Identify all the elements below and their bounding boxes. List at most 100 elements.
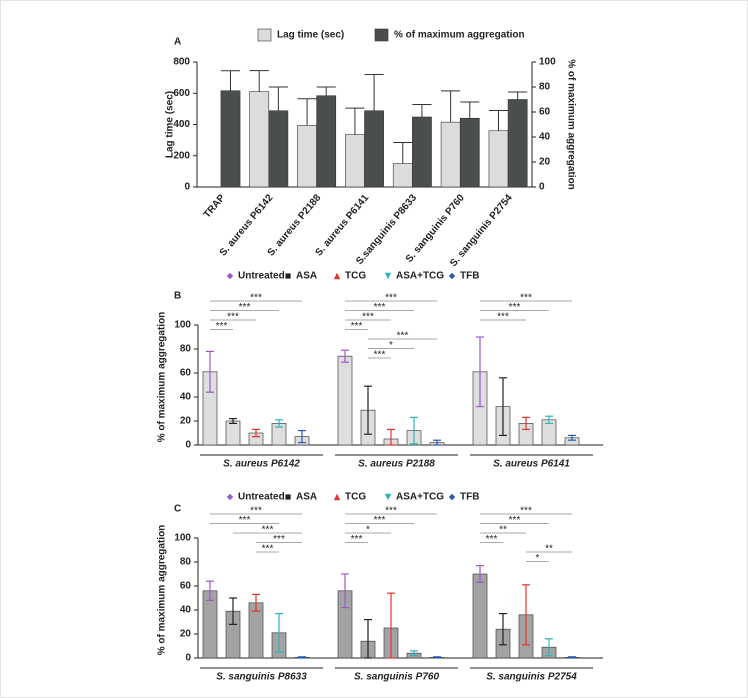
legend-label: TFB bbox=[460, 492, 479, 503]
significance-label: *** bbox=[351, 321, 363, 332]
significance-label: *** bbox=[397, 331, 409, 342]
y-tick-label: 0 bbox=[185, 440, 191, 451]
legend-label: % of maximum aggregation bbox=[394, 30, 525, 41]
significance-label: *** bbox=[486, 534, 498, 545]
y-tick-label: 80 bbox=[180, 344, 192, 355]
significance-label: *** bbox=[239, 302, 251, 313]
significance-label: *** bbox=[385, 293, 397, 304]
legend-marker bbox=[448, 493, 456, 501]
legend-marker bbox=[285, 273, 291, 279]
legend-swatch bbox=[374, 28, 389, 42]
y2-tick-label: 0 bbox=[539, 182, 545, 193]
bar bbox=[392, 163, 413, 188]
significance-label: * bbox=[536, 553, 540, 564]
bar bbox=[297, 124, 317, 188]
bar bbox=[440, 121, 461, 188]
bar bbox=[507, 99, 528, 188]
y-tick-label: 60 bbox=[180, 368, 192, 379]
x-tick-label: S. aureus P2188 bbox=[358, 459, 435, 470]
x-tick-label: S. aureus P6142 bbox=[223, 459, 300, 470]
y-tick-label: 20 bbox=[180, 629, 192, 640]
panel-label: C bbox=[174, 504, 181, 515]
significance-label: *** bbox=[385, 506, 397, 517]
bar bbox=[268, 110, 289, 188]
bar bbox=[249, 91, 270, 188]
legend-label: TCG bbox=[345, 492, 366, 503]
legend-swatch bbox=[257, 28, 272, 42]
y-tick-label: 400 bbox=[173, 119, 190, 130]
x-tick-label: S. sanguinis P8633 bbox=[216, 672, 307, 683]
bar bbox=[472, 573, 488, 659]
y-tick-label: 100 bbox=[174, 320, 191, 331]
panel-label: A bbox=[174, 37, 181, 48]
y2-tick-label: 80 bbox=[539, 82, 551, 93]
y2-tick-label: 20 bbox=[539, 157, 551, 168]
legend-label: ASA+TCG bbox=[396, 271, 444, 282]
y-tick-label: 100 bbox=[174, 533, 191, 544]
significance-label: *** bbox=[509, 515, 521, 526]
significance-label: *** bbox=[351, 534, 363, 545]
legend-marker bbox=[333, 272, 341, 280]
legend-marker bbox=[448, 272, 456, 280]
y2-axis-label: % of maximum aggregation bbox=[565, 59, 576, 190]
legend-marker bbox=[226, 493, 234, 501]
bar bbox=[220, 90, 241, 188]
bar bbox=[337, 355, 353, 446]
significance-label: *** bbox=[374, 515, 386, 526]
significance-label: *** bbox=[273, 534, 285, 545]
legend-marker bbox=[333, 493, 341, 501]
significance-label: *** bbox=[374, 350, 386, 361]
legend-marker bbox=[285, 494, 291, 500]
significance-label: *** bbox=[262, 544, 274, 555]
significance-label: *** bbox=[262, 525, 274, 536]
significance-label: *** bbox=[227, 312, 239, 323]
x-tick-label: S. sanguinis P760 bbox=[354, 672, 439, 683]
legend-label: Untreated bbox=[238, 271, 285, 282]
significance-label: *** bbox=[520, 293, 532, 304]
significance-label: *** bbox=[520, 506, 532, 517]
significance-label: ** bbox=[499, 525, 507, 536]
legend-label: TFB bbox=[460, 271, 479, 282]
bar bbox=[345, 134, 365, 188]
y-tick-label: 60 bbox=[180, 581, 192, 592]
bar bbox=[316, 95, 337, 188]
significance-label: *** bbox=[374, 302, 386, 313]
legend-label: ASA bbox=[296, 271, 317, 282]
y2-tick-label: 60 bbox=[539, 107, 551, 118]
y-tick-label: 40 bbox=[180, 605, 192, 616]
significance-label: *** bbox=[239, 515, 251, 526]
y-tick-label: 80 bbox=[180, 557, 192, 568]
legend-label: Lag time (sec) bbox=[277, 30, 344, 41]
y-tick-label: 0 bbox=[184, 182, 190, 193]
legend-marker bbox=[384, 493, 392, 501]
significance-label: *** bbox=[216, 321, 228, 332]
y-tick-label: 40 bbox=[180, 392, 192, 403]
y-tick-label: 200 bbox=[173, 150, 190, 161]
legend-marker bbox=[226, 272, 234, 280]
y2-tick-label: 100 bbox=[539, 57, 556, 68]
y-axis-label: % of maximum aggregation bbox=[157, 312, 168, 443]
y-tick-label: 0 bbox=[185, 653, 191, 664]
bar bbox=[412, 116, 432, 188]
x-tick-label: S. aureus P6141 bbox=[493, 459, 570, 470]
legend-label: Untreated bbox=[238, 492, 285, 503]
y-axis-label: Lag time (sec) bbox=[165, 91, 176, 158]
y-axis-label: % of maximum aggregation bbox=[157, 525, 168, 656]
y-tick-label: 800 bbox=[173, 57, 190, 68]
bar bbox=[488, 130, 509, 188]
significance-label: *** bbox=[250, 293, 262, 304]
significance-label: *** bbox=[250, 506, 262, 517]
significance-label: *** bbox=[509, 302, 521, 313]
y-tick-label: 20 bbox=[180, 416, 192, 427]
legend-label: TCG bbox=[345, 271, 366, 282]
significance-label: ** bbox=[545, 544, 553, 555]
y2-tick-label: 40 bbox=[539, 132, 551, 143]
legend-label: ASA bbox=[296, 492, 317, 503]
significance-label: *** bbox=[362, 312, 374, 323]
significance-label: * bbox=[366, 525, 370, 536]
bar bbox=[364, 110, 384, 188]
bar bbox=[225, 420, 241, 446]
panel-label: B bbox=[174, 291, 181, 302]
bar bbox=[459, 117, 480, 188]
